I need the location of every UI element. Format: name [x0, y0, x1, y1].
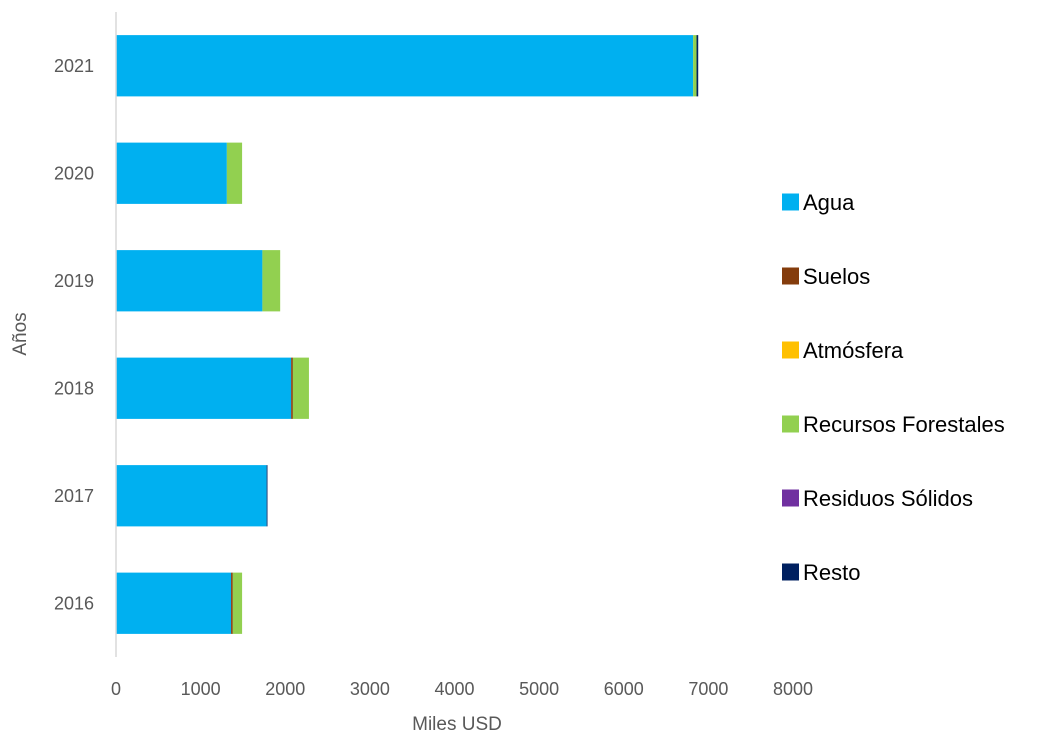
y-tick-label: 2018: [54, 378, 94, 398]
y-tick-label: 2021: [54, 56, 94, 76]
bar-2016-series-1: [231, 572, 233, 634]
bar-2020-series-3: [226, 142, 243, 204]
y-tick-label: 2020: [54, 163, 94, 183]
x-tick-label: 0: [111, 679, 121, 699]
legend-swatch-2: [782, 341, 799, 359]
bar-2017-series-0: [116, 465, 267, 527]
legend-label-3: Recursos Forestales: [803, 412, 1005, 437]
x-tick-label: 1000: [181, 679, 221, 699]
x-tick-label: 4000: [434, 679, 474, 699]
legend-swatch-3: [782, 415, 799, 433]
legend-swatch-1: [782, 267, 799, 285]
bar-2018-series-1: [291, 357, 293, 419]
x-tick-label: 6000: [604, 679, 644, 699]
legend-swatch-4: [782, 489, 799, 507]
legend-label-2: Atmósfera: [803, 338, 904, 363]
bar-2016-series-0: [116, 572, 232, 634]
bar-2017-series-5: [266, 465, 268, 527]
bar-2018-series-0: [116, 357, 292, 419]
bar-2019-series-0: [116, 250, 263, 312]
x-tick-label: 8000: [773, 679, 813, 699]
x-tick-label: 5000: [519, 679, 559, 699]
bar-2021-series-3: [693, 35, 697, 97]
bar-2016-series-3: [232, 572, 243, 634]
x-tick-label: 3000: [350, 679, 390, 699]
legend-label-0: Agua: [803, 190, 855, 215]
y-tick-labels: 2021 2020 2019 2018 2017 2016: [54, 56, 94, 614]
y-tick-label: 2016: [54, 593, 94, 613]
bar-2021-series-0: [116, 35, 694, 97]
bar-2018-series-3: [292, 357, 309, 419]
y-axis-title: Años: [10, 312, 31, 355]
x-tick-labels: 0 1000 2000 3000 4000 5000 6000 7000 8000: [111, 679, 813, 699]
legend-label-5: Resto: [803, 560, 860, 585]
x-tick-label: 2000: [265, 679, 305, 699]
legend-swatch-0: [782, 193, 799, 211]
legend-label-1: Suelos: [803, 264, 870, 289]
y-tick-label: 2017: [54, 486, 94, 506]
bar-2021-series-5: [696, 35, 699, 97]
bar-2020-series-0: [116, 142, 227, 204]
bar-2019-series-3: [262, 250, 281, 312]
x-axis-title: Miles USD: [412, 714, 502, 735]
legend-label-4: Residuos Sólidos: [803, 486, 973, 511]
legend: Agua Suelos Atmósfera Recursos Forestales Re…: [782, 190, 1005, 585]
bars-group: [116, 35, 699, 634]
legend-swatch-5: [782, 563, 799, 581]
x-tick-label: 7000: [688, 679, 728, 699]
y-tick-label: 2019: [54, 271, 94, 291]
